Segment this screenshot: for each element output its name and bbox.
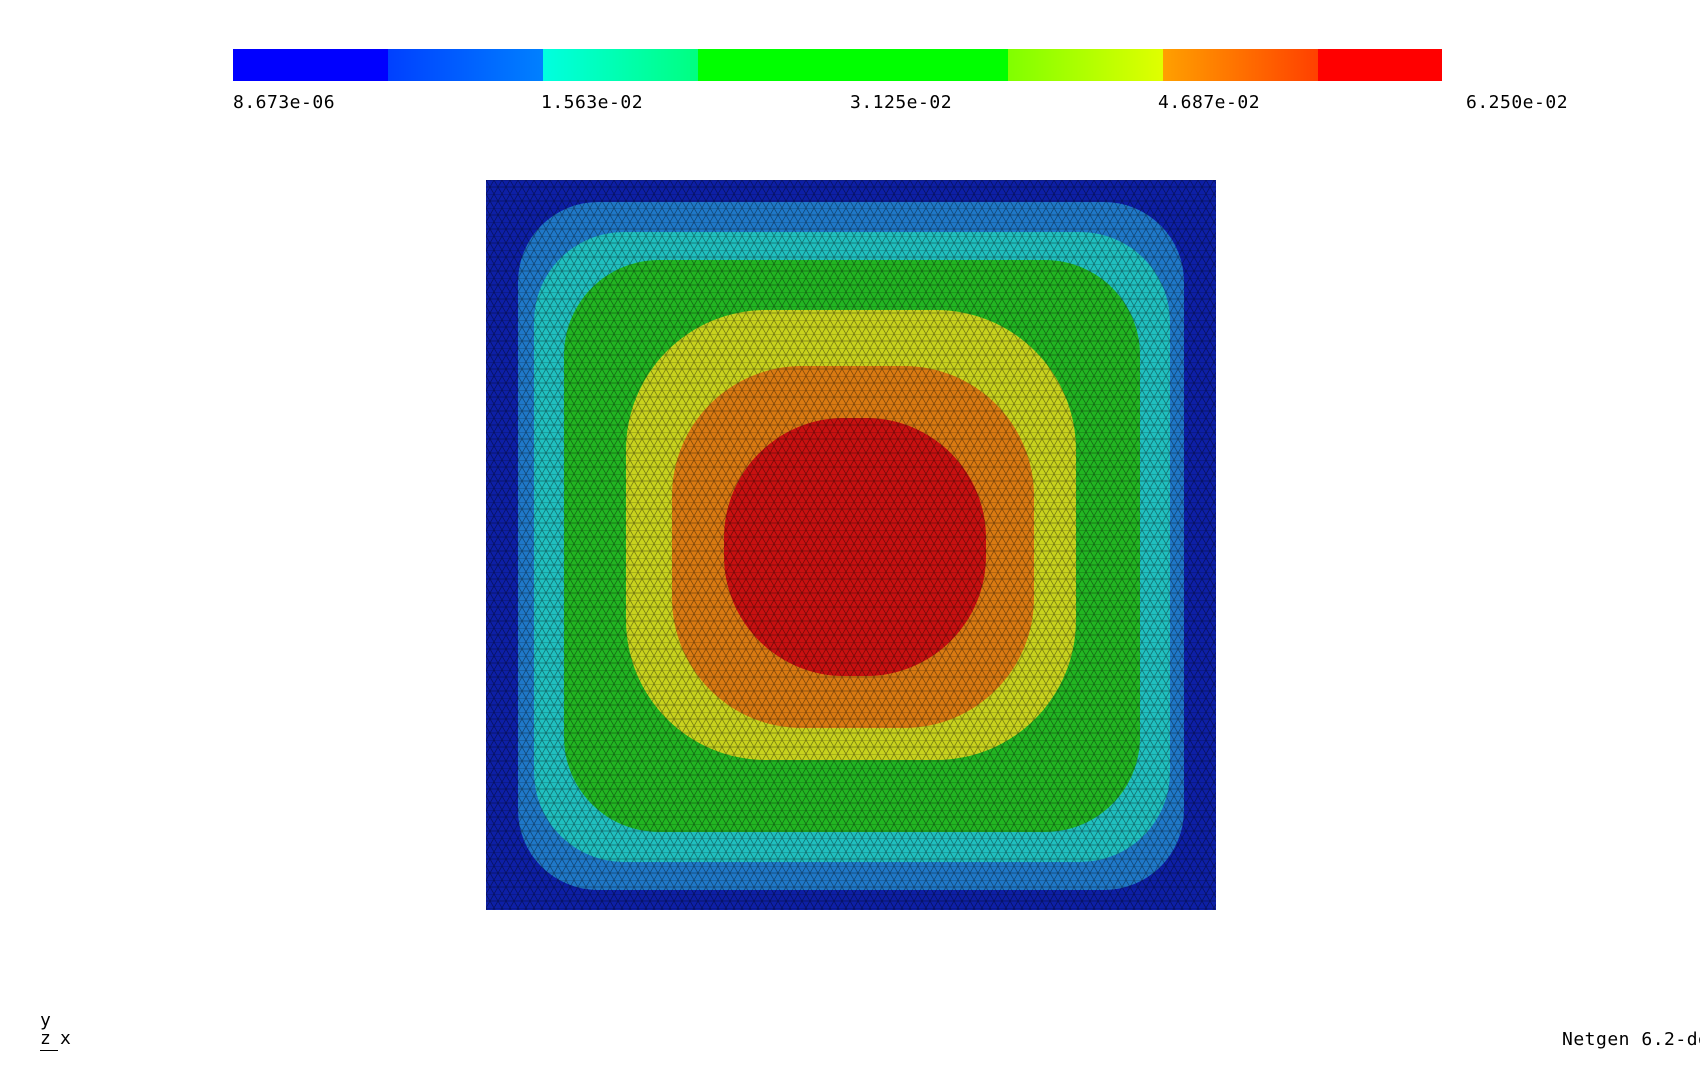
legend-label-q1: 1.563e-02 bbox=[541, 92, 644, 113]
legend-segment bbox=[1008, 49, 1163, 81]
legend-label-max: 6.250e-02 bbox=[1466, 92, 1569, 113]
legend-label-mid: 3.125e-02 bbox=[850, 92, 953, 113]
legend-segment bbox=[1163, 49, 1318, 81]
axis-triad: y z x bbox=[38, 1010, 98, 1051]
mesh-overlay bbox=[486, 180, 1216, 910]
axis-y-label: y bbox=[40, 1010, 51, 1031]
axis-x-label: x bbox=[60, 1028, 71, 1049]
version-label: Netgen 6.2-de bbox=[1562, 1029, 1700, 1050]
legend-segment bbox=[233, 49, 388, 81]
axis-triad-line bbox=[40, 1050, 58, 1051]
legend-segment bbox=[543, 49, 698, 81]
legend-segment bbox=[698, 49, 1008, 81]
legend-segment bbox=[388, 49, 543, 81]
legend-segment bbox=[1318, 49, 1442, 81]
legend-label-q3: 4.687e-02 bbox=[1158, 92, 1261, 113]
mesh-contour-plot bbox=[486, 180, 1216, 910]
color-legend-bar bbox=[233, 49, 1442, 81]
solution-plot[interactable] bbox=[486, 180, 1216, 910]
axis-z-label: z bbox=[40, 1028, 51, 1049]
legend-label-min: 8.673e-06 bbox=[233, 92, 336, 113]
